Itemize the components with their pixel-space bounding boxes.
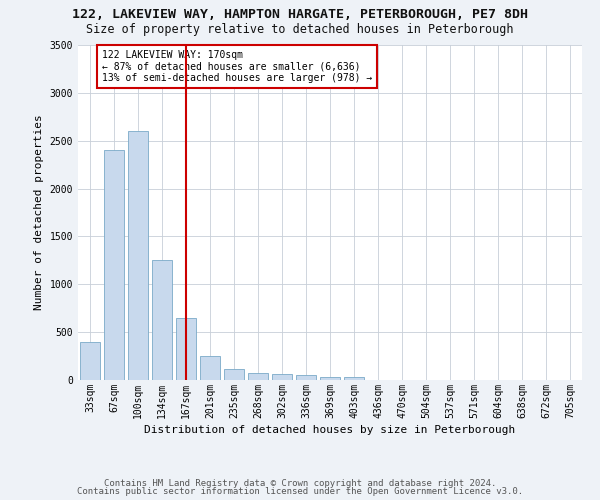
Bar: [80, 342, 100, 380]
Bar: [128, 131, 148, 380]
Text: 122 LAKEVIEW WAY: 170sqm
← 87% of detached houses are smaller (6,636)
13% of sem: 122 LAKEVIEW WAY: 170sqm ← 87% of detach…: [102, 50, 372, 83]
Bar: [296, 375, 316, 380]
X-axis label: Distribution of detached houses by size in Peterborough: Distribution of detached houses by size …: [145, 425, 515, 435]
Bar: [104, 150, 124, 380]
Bar: [272, 374, 292, 380]
Bar: [152, 260, 172, 380]
Bar: [176, 318, 196, 380]
Text: Contains public sector information licensed under the Open Government Licence v3: Contains public sector information licen…: [77, 487, 523, 496]
Bar: [344, 378, 364, 380]
Bar: [248, 374, 268, 380]
Text: Size of property relative to detached houses in Peterborough: Size of property relative to detached ho…: [86, 22, 514, 36]
Bar: [224, 370, 244, 380]
Text: Contains HM Land Registry data © Crown copyright and database right 2024.: Contains HM Land Registry data © Crown c…: [104, 478, 496, 488]
Y-axis label: Number of detached properties: Number of detached properties: [34, 114, 44, 310]
Text: 122, LAKEVIEW WAY, HAMPTON HARGATE, PETERBOROUGH, PE7 8DH: 122, LAKEVIEW WAY, HAMPTON HARGATE, PETE…: [72, 8, 528, 20]
Bar: [320, 377, 340, 380]
Bar: [200, 356, 220, 380]
